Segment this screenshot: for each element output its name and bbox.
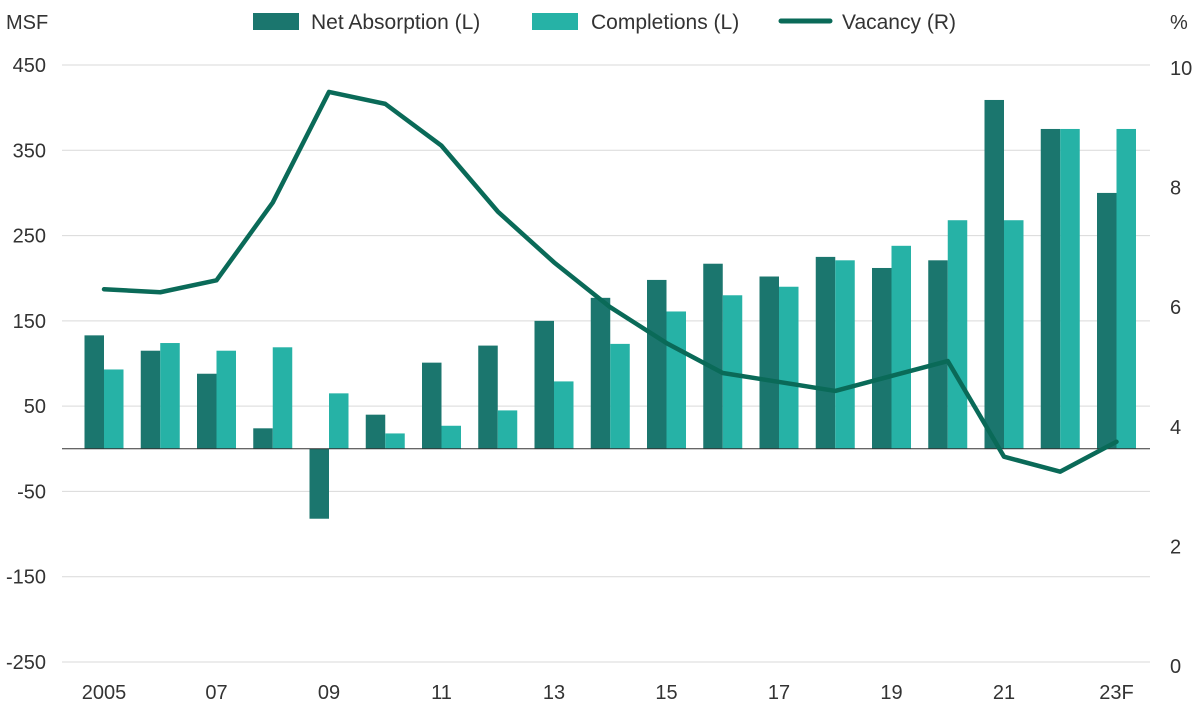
x-tick-label: 19 — [880, 682, 902, 704]
legend-label: Net Absorption (L) — [311, 11, 480, 34]
net-absorption-bar — [84, 335, 104, 449]
net-absorption-bar — [590, 297, 611, 449]
y-right-tick-label: 6 — [1170, 297, 1181, 319]
y-left-tick-label: -50 — [17, 481, 46, 503]
y-right-tick-label: 4 — [1170, 417, 1181, 439]
completions-bar — [272, 347, 293, 449]
legend-swatch — [532, 13, 578, 30]
y-left-tick-label: 250 — [13, 226, 46, 248]
x-tick-label: 15 — [655, 682, 677, 704]
x-tick-label: 13 — [543, 682, 565, 704]
net-absorption-bar — [422, 362, 442, 449]
completions-bar — [779, 286, 799, 449]
legend-swatch — [253, 13, 299, 30]
net-absorption-bar — [534, 320, 554, 449]
completions-bar — [329, 393, 349, 449]
legend-label: Completions (L) — [591, 11, 739, 34]
y-right-axis-label: % — [1170, 12, 1188, 34]
x-tick-label: 11 — [431, 682, 452, 704]
x-tick-label: 21 — [993, 682, 1015, 704]
legend-label: Vacancy (R) — [842, 11, 956, 34]
completions-bar — [160, 343, 180, 449]
legend: Net Absorption (L) Completions (L) Vacancy… — [253, 11, 956, 34]
completions-bar — [835, 260, 855, 449]
y-right-tick-label: 0 — [1170, 656, 1181, 678]
completions-bar — [891, 245, 911, 449]
completions-bar — [104, 369, 124, 449]
net-absorption-bar — [253, 428, 273, 449]
y-right-ticks: 10 8 6 4 2 0 — [1170, 58, 1192, 678]
y-left-tick-label: 150 — [13, 311, 46, 333]
net-absorption-bar — [309, 448, 329, 519]
net-absorption-bar — [1097, 192, 1117, 449]
y-left-tick-label: -250 — [6, 652, 46, 674]
net-absorption-bar — [365, 414, 386, 449]
net-absorption-bar — [647, 279, 667, 449]
bars — [84, 99, 1136, 519]
completions-bar — [610, 343, 630, 449]
vacancy-line — [101, 89, 1119, 474]
completions-bar — [441, 425, 461, 449]
net-absorption-bar — [1040, 128, 1061, 449]
net-absorption-bar — [140, 350, 161, 449]
net-absorption-bar — [478, 345, 498, 449]
x-tick-label: 17 — [768, 682, 790, 704]
completions-bar — [666, 311, 686, 449]
completions-bar — [385, 433, 405, 449]
completions-bar — [497, 410, 518, 449]
x-tick-label: 09 — [318, 682, 340, 704]
x-tick-label: 07 — [205, 682, 227, 704]
completions-bar — [947, 220, 968, 449]
net-absorption-bar — [197, 373, 217, 449]
completions-bar — [722, 295, 743, 449]
y-left-ticks: 450 350 250 150 50 -50 -150 -250 — [6, 55, 46, 674]
completions-bar — [216, 350, 236, 449]
x-ticks: 2005 07 09 11 13 15 17 19 21 23F — [82, 682, 1134, 704]
net-absorption-bar — [984, 99, 1004, 449]
x-tick-label: 2005 — [82, 682, 127, 704]
net-absorption-bar — [928, 260, 948, 449]
net-absorption-bar — [872, 267, 892, 449]
y-left-tick-label: 50 — [24, 396, 46, 418]
net-absorption-bar — [703, 263, 723, 449]
y-right-tick-label: 8 — [1170, 178, 1181, 200]
y-right-tick-label: 10 — [1170, 58, 1192, 80]
completions-bar — [554, 381, 574, 449]
y-left-tick-label: -150 — [6, 567, 46, 589]
completions-bar — [1116, 128, 1136, 449]
y-right-tick-label: 2 — [1170, 536, 1181, 558]
completions-bar — [1060, 128, 1080, 449]
net-absorption-bar — [815, 256, 836, 449]
y-left-tick-label: 450 — [13, 55, 46, 77]
y-left-tick-label: 350 — [13, 140, 46, 162]
y-left-axis-label: MSF — [6, 12, 48, 34]
x-tick-label: 23F — [1099, 682, 1133, 704]
vacancy-series — [101, 89, 1119, 474]
completions-bar — [1004, 220, 1024, 449]
net-absorption-bar — [759, 276, 779, 449]
